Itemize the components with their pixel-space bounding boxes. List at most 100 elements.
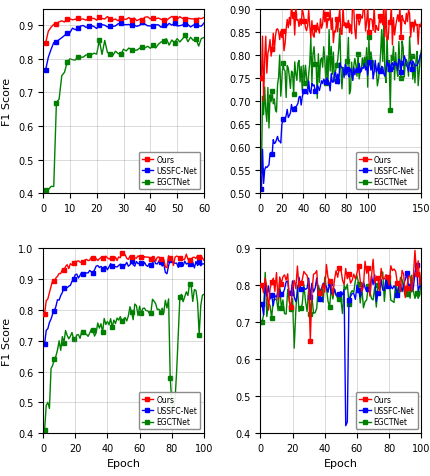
EGCTNet [89, 53, 94, 59]
Ours [372, 4, 377, 10]
USSFC-Net [124, 260, 129, 266]
USSFC-Net [341, 287, 347, 293]
Ours [195, 253, 200, 259]
EGCTNet [201, 36, 206, 41]
Ours [408, 274, 413, 279]
Ours [83, 18, 89, 24]
USSFC-Net [201, 261, 206, 267]
USSFC-Net [89, 24, 94, 30]
EGCTNet [409, 273, 415, 278]
EGCTNet [124, 318, 129, 324]
EGCTNet [356, 281, 361, 287]
EGCTNet [381, 19, 387, 25]
Ours [97, 15, 102, 21]
Ours [261, 99, 266, 104]
Ours [79, 260, 84, 266]
USSFC-Net [259, 186, 264, 192]
EGCTNet [183, 33, 188, 39]
Ours [119, 251, 124, 257]
USSFC-Net [311, 83, 316, 89]
EGCTNet [311, 45, 316, 50]
USSFC-Net [369, 59, 375, 65]
EGCTNet [298, 306, 303, 311]
Legend: Ours, USSFC-Net, EGCTNet: Ours, USSFC-Net, EGCTNet [356, 392, 418, 429]
Ours [323, 12, 329, 18]
USSFC-Net [43, 68, 48, 73]
USSFC-Net [343, 423, 348, 429]
Ours [419, 270, 424, 276]
EGCTNet [79, 329, 84, 335]
Ours [142, 15, 147, 21]
Ours [190, 255, 195, 261]
Ours [42, 311, 47, 317]
EGCTNet [343, 287, 348, 293]
Line: Ours: Ours [44, 16, 206, 45]
Ours [296, 285, 301, 290]
EGCTNet [343, 73, 348, 79]
Line: EGCTNet: EGCTNet [260, 20, 423, 172]
Ours [419, 21, 424, 27]
EGCTNet [70, 58, 75, 63]
EGCTNet [290, 296, 295, 302]
EGCTNet [42, 427, 47, 433]
Line: Ours: Ours [260, 249, 423, 343]
USSFC-Net [97, 23, 102, 29]
X-axis label: Epoch: Epoch [107, 458, 141, 468]
USSFC-Net [356, 287, 361, 293]
Ours [313, 25, 318, 30]
Line: USSFC-Net: USSFC-Net [260, 53, 423, 191]
Line: USSFC-Net: USSFC-Net [44, 21, 206, 72]
USSFC-Net [296, 275, 301, 280]
Line: USSFC-Net: USSFC-Net [260, 264, 423, 427]
USSFC-Net [322, 79, 327, 84]
EGCTNet [187, 281, 192, 287]
Ours [356, 263, 361, 269]
USSFC-Net [168, 258, 173, 263]
USSFC-Net [73, 272, 78, 278]
USSFC-Net [42, 341, 47, 347]
USSFC-Net [70, 26, 75, 32]
EGCTNet [378, 269, 384, 275]
EGCTNet [73, 337, 78, 342]
Ours [290, 283, 295, 289]
Line: EGCTNet: EGCTNet [43, 283, 206, 432]
USSFC-Net [419, 52, 424, 58]
Y-axis label: F1 Score: F1 Score [2, 78, 12, 126]
Legend: Ours, USSFC-Net, EGCTNet: Ours, USSFC-Net, EGCTNet [356, 152, 418, 190]
USSFC-Net [259, 301, 264, 307]
Ours [94, 18, 99, 24]
Ours [73, 259, 78, 265]
EGCTNet [322, 57, 327, 63]
Line: Ours: Ours [260, 0, 423, 103]
USSFC-Net [408, 281, 413, 287]
Ours [70, 18, 75, 24]
EGCTNet [94, 52, 99, 58]
EGCTNet [195, 300, 200, 306]
USSFC-Net [195, 263, 200, 269]
Ours [169, 14, 175, 20]
Ours [350, 0, 355, 3]
Line: EGCTNet: EGCTNet [44, 35, 206, 192]
EGCTNet [349, 60, 354, 66]
USSFC-Net [94, 27, 99, 32]
EGCTNet [259, 320, 264, 326]
EGCTNet [201, 292, 206, 298]
EGCTNet [259, 168, 264, 174]
Ours [201, 16, 206, 21]
EGCTNet [369, 59, 375, 65]
Line: Ours: Ours [43, 252, 206, 316]
Legend: Ours, USSFC-Net, EGCTNet: Ours, USSFC-Net, EGCTNet [139, 152, 200, 190]
Ours [343, 266, 348, 272]
EGCTNet [83, 53, 89, 59]
Ours [308, 338, 313, 344]
USSFC-Net [83, 26, 89, 31]
USSFC-Net [419, 284, 424, 290]
USSFC-Net [349, 69, 354, 75]
EGCTNet [419, 48, 424, 54]
Ours [259, 76, 264, 81]
USSFC-Net [145, 24, 150, 30]
EGCTNet [392, 78, 397, 83]
EGCTNet [43, 188, 48, 193]
USSFC-Net [79, 270, 84, 276]
Legend: Ours, USSFC-Net, EGCTNet: Ours, USSFC-Net, EGCTNet [139, 392, 200, 429]
